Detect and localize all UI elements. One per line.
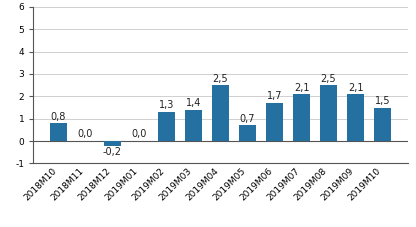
Bar bbox=[158, 112, 175, 141]
Text: 1,4: 1,4 bbox=[186, 98, 201, 108]
Text: -0,2: -0,2 bbox=[103, 147, 122, 157]
Text: 0,0: 0,0 bbox=[132, 129, 147, 140]
Text: 0,0: 0,0 bbox=[78, 129, 93, 140]
Bar bbox=[50, 123, 67, 141]
Bar bbox=[293, 94, 310, 141]
Text: 0,7: 0,7 bbox=[240, 114, 255, 124]
Bar bbox=[266, 103, 282, 141]
Text: 0,8: 0,8 bbox=[51, 112, 66, 122]
Text: 2,1: 2,1 bbox=[294, 82, 309, 93]
Bar bbox=[186, 110, 202, 141]
Text: 1,3: 1,3 bbox=[159, 100, 174, 110]
Bar bbox=[213, 85, 228, 141]
Bar bbox=[347, 94, 364, 141]
Bar bbox=[320, 85, 337, 141]
Bar bbox=[239, 125, 255, 141]
Bar bbox=[104, 141, 121, 146]
Text: 1,5: 1,5 bbox=[375, 96, 390, 106]
Text: 1,7: 1,7 bbox=[267, 91, 282, 101]
Text: 2,5: 2,5 bbox=[321, 74, 337, 84]
Bar bbox=[374, 108, 391, 141]
Text: 2,1: 2,1 bbox=[348, 82, 363, 93]
Text: 2,5: 2,5 bbox=[213, 74, 228, 84]
